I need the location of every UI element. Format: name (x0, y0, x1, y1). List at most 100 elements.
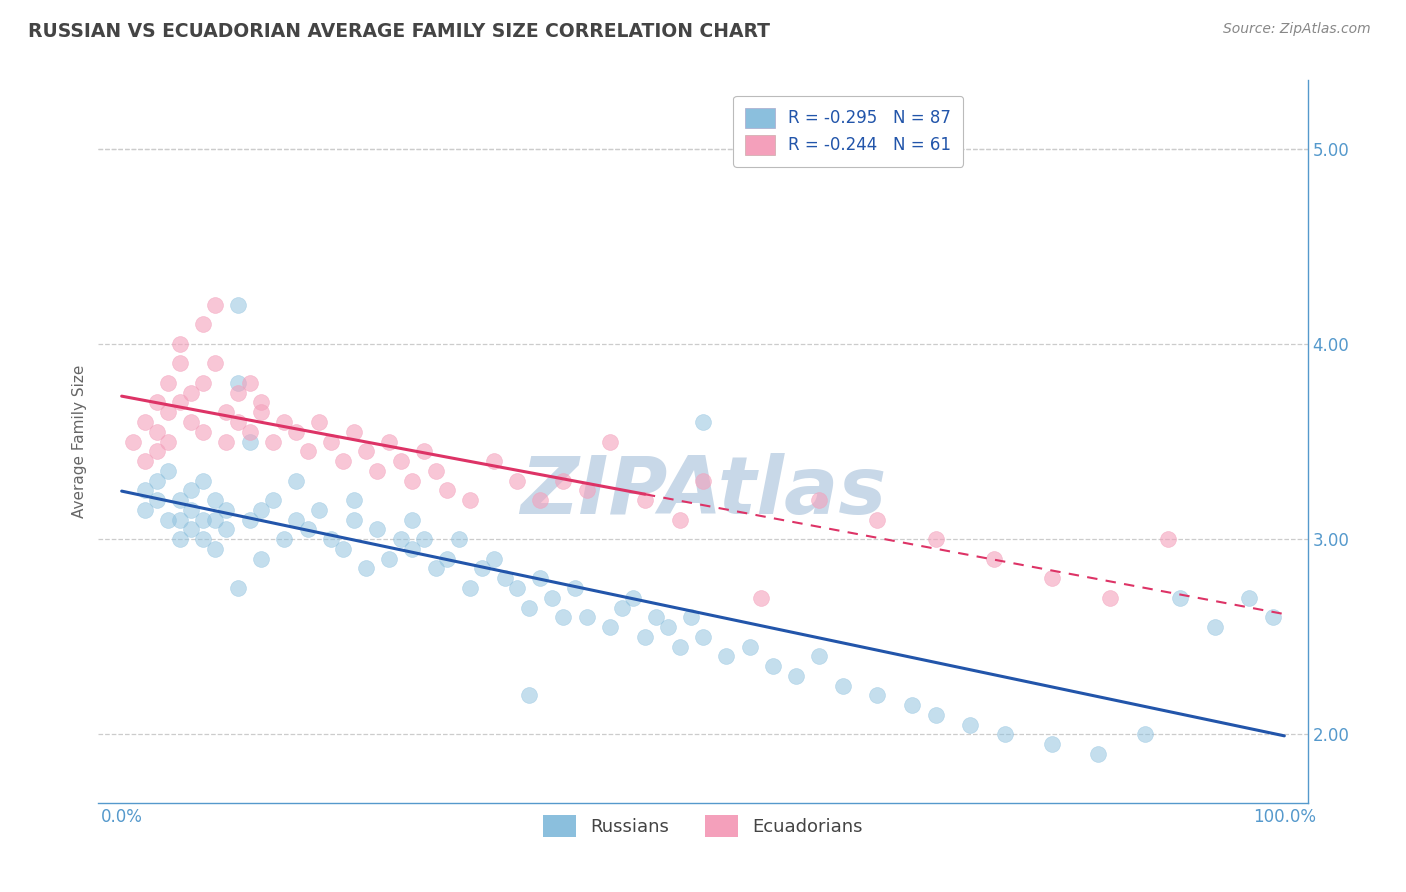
Point (831, 679, 853, 693)
Point (575, 610, 598, 624)
Point (319, 532, 342, 546)
Point (553, 474, 575, 488)
Point (681, 610, 703, 624)
Point (157, 513, 180, 527)
Point (180, 415, 202, 429)
Point (122, 434, 145, 449)
Point (239, 376, 262, 390)
Point (657, 620, 679, 634)
Point (180, 503, 202, 517)
Point (924, 532, 946, 546)
Point (366, 464, 388, 478)
Point (239, 425, 262, 439)
Point (540, 591, 562, 605)
Point (517, 689, 540, 703)
Point (413, 444, 436, 458)
Point (215, 405, 238, 419)
Point (1040, 571, 1063, 585)
Point (564, 581, 586, 595)
Point (145, 493, 167, 508)
Point (239, 513, 262, 527)
Point (610, 600, 633, 615)
Y-axis label: Average Family Size: Average Family Size (72, 365, 87, 518)
Point (226, 415, 249, 429)
Point (599, 620, 621, 634)
Point (389, 532, 412, 546)
Point (191, 474, 214, 488)
Point (191, 425, 214, 439)
Point (145, 474, 167, 488)
Point (226, 376, 249, 390)
Point (343, 493, 366, 508)
Point (436, 483, 458, 498)
Point (250, 503, 273, 517)
Point (157, 434, 180, 449)
Point (692, 474, 714, 488)
Text: RUSSIAN VS ECUADORIAN AVERAGE FAMILY SIZE CORRELATION CHART: RUSSIAN VS ECUADORIAN AVERAGE FAMILY SIZ… (28, 22, 770, 41)
Point (204, 513, 226, 527)
Point (901, 698, 924, 713)
Point (1157, 532, 1180, 546)
Point (285, 425, 308, 439)
Point (762, 659, 785, 673)
Point (866, 689, 889, 703)
Point (297, 444, 319, 458)
Point (308, 415, 330, 429)
Point (482, 551, 505, 566)
Point (145, 425, 167, 439)
Point (749, 591, 772, 605)
Point (134, 415, 156, 429)
Point (401, 541, 423, 556)
Point (529, 571, 551, 585)
Point (808, 649, 831, 664)
Point (506, 581, 529, 595)
Point (191, 376, 214, 390)
Text: Source: ZipAtlas.com: Source: ZipAtlas.com (1223, 22, 1371, 37)
Point (378, 434, 401, 449)
Point (134, 503, 156, 517)
Point (692, 630, 714, 644)
Point (204, 541, 226, 556)
Point (262, 434, 284, 449)
Point (169, 513, 191, 527)
Point (1133, 727, 1156, 741)
Point (285, 474, 308, 488)
Point (692, 415, 714, 429)
Point (436, 551, 458, 566)
Point (634, 493, 657, 508)
Point (145, 444, 167, 458)
Point (599, 434, 621, 449)
Point (866, 513, 889, 527)
Point (471, 561, 494, 575)
Point (204, 493, 226, 508)
Point (959, 717, 981, 731)
Point (215, 434, 238, 449)
Point (134, 483, 156, 498)
Point (575, 483, 598, 498)
Point (1261, 610, 1284, 624)
Point (191, 532, 214, 546)
Point (401, 474, 423, 488)
Point (401, 513, 423, 527)
Point (332, 541, 354, 556)
Point (157, 405, 180, 419)
Point (738, 640, 761, 654)
Point (983, 551, 1005, 566)
Point (273, 415, 295, 429)
Point (169, 395, 191, 409)
Point (343, 513, 366, 527)
Point (1087, 747, 1109, 761)
Point (389, 454, 412, 468)
Point (250, 405, 273, 419)
Point (226, 581, 249, 595)
Point (319, 434, 342, 449)
Point (157, 376, 180, 390)
Point (273, 532, 295, 546)
Point (180, 523, 202, 537)
Point (191, 513, 214, 527)
Point (1040, 737, 1063, 751)
Point (262, 493, 284, 508)
Point (354, 444, 377, 458)
Point (204, 356, 226, 370)
Point (482, 454, 505, 468)
